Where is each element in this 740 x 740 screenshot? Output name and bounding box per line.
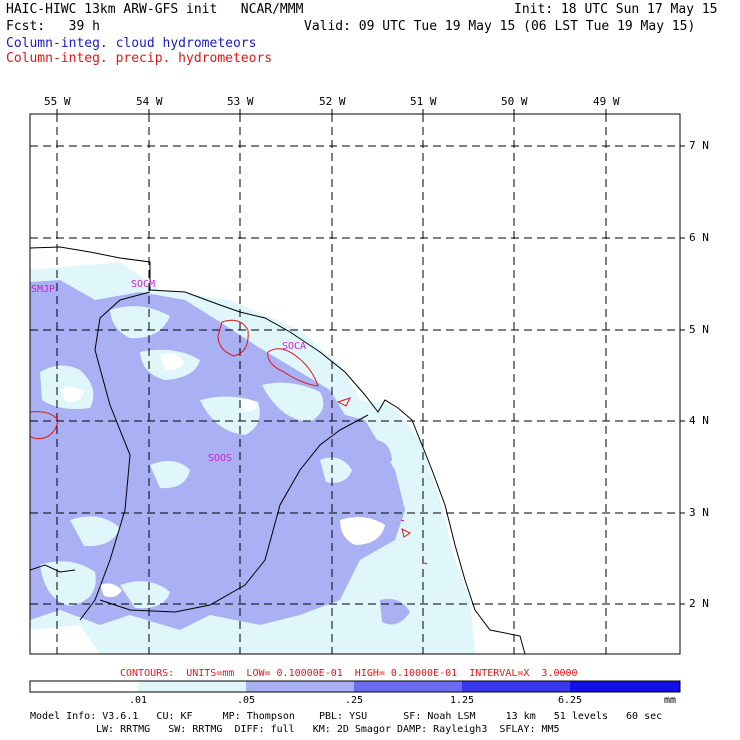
station-label-soos: SOOS xyxy=(208,453,233,464)
shade-light-patch xyxy=(262,382,324,422)
contours-info: CONTOURS: UNITS=mm LOW= 0.10000E-01 HIGH… xyxy=(120,668,578,679)
model-title: HAIC-HIWC 13km ARW-GFS init NCAR/MMM xyxy=(6,2,304,17)
shade-light-patch xyxy=(320,457,352,483)
lat-label: 4 N xyxy=(689,414,709,427)
colorbar-tick: 1.25 xyxy=(450,695,475,706)
station-label-smjp: SMJP xyxy=(31,284,56,295)
shade-medium-region xyxy=(30,280,405,630)
border-line xyxy=(99,414,369,613)
lat-lon-grid xyxy=(30,114,680,654)
colorbar-tick: .01 xyxy=(129,695,148,706)
shade-medium-patch xyxy=(380,598,410,625)
shade-light-patch xyxy=(120,581,170,609)
shade-white-patch xyxy=(160,353,185,371)
coastlines xyxy=(30,246,526,654)
precip-contour xyxy=(30,411,59,440)
lat-label: 2 N xyxy=(689,597,709,610)
precip-contour xyxy=(336,397,351,407)
shade-medium-patch xyxy=(230,366,255,383)
axis-ticks xyxy=(56,109,685,605)
colorbar-tick: .05 xyxy=(237,695,256,706)
coastline xyxy=(30,246,526,654)
lat-label: 3 N xyxy=(689,506,709,519)
lon-label: 55 W xyxy=(44,95,71,108)
lon-label: 50 W xyxy=(501,95,528,108)
precip-contours xyxy=(30,319,428,565)
shade-white-patch xyxy=(30,625,100,654)
precip-contour xyxy=(217,319,249,357)
model-info-line1: Model Info: V3.6.1 CU: KF MP: Thompson P… xyxy=(30,711,663,722)
lat-label: 6 N xyxy=(689,231,709,244)
forecast-hour: Fcst: 39 h xyxy=(6,19,100,34)
border-line xyxy=(30,564,76,573)
colorbar-units: mm xyxy=(664,695,677,706)
shade-white-patch xyxy=(340,516,385,545)
field-precip-hydrometeors: Column-integ. precip. hydrometeors xyxy=(6,51,273,66)
shade-white-patch xyxy=(100,583,122,598)
shade-light-patch xyxy=(40,561,96,606)
cloud-hydrometeor-shading xyxy=(30,262,475,654)
valid-time: Valid: 09 UTC Tue 19 May 15 (06 LST Tue … xyxy=(304,19,696,34)
lat-label: 7 N xyxy=(689,139,709,152)
shade-light-patch xyxy=(150,461,190,489)
shade-white-patch xyxy=(240,398,258,412)
colorbar xyxy=(29,680,681,693)
station-label-soca: SOCA xyxy=(282,341,307,352)
precip-contour xyxy=(400,519,405,522)
border-line xyxy=(79,291,151,621)
colorbar-tick: 6.25 xyxy=(558,695,583,706)
plot-frame xyxy=(29,113,681,655)
lon-label: 51 W xyxy=(410,95,437,108)
model-info-line2: LW: RRTMG SW: RRTMG DIFF: full KM: 2D Sm… xyxy=(96,724,560,735)
shade-white-patch xyxy=(60,386,84,403)
precip-contour xyxy=(423,562,428,565)
precip-contour xyxy=(401,528,411,538)
lon-label: 54 W xyxy=(136,95,163,108)
shade-medium-patch xyxy=(376,484,396,501)
colorbar-tick: .25 xyxy=(345,695,364,706)
lon-label: 49 W xyxy=(593,95,620,108)
lon-label: 52 W xyxy=(319,95,346,108)
precip-contour xyxy=(267,348,319,387)
lon-label: 53 W xyxy=(227,95,254,108)
field-cloud-hydrometeors: Column-integ. cloud hydrometeors xyxy=(6,36,257,51)
station-label-socm: SOCM xyxy=(131,279,156,290)
init-time: Init: 18 UTC Sun 17 May 15 xyxy=(514,2,718,17)
lat-label: 5 N xyxy=(689,323,709,336)
shade-light-patch xyxy=(70,516,120,547)
shade-medium-patch xyxy=(370,439,392,468)
